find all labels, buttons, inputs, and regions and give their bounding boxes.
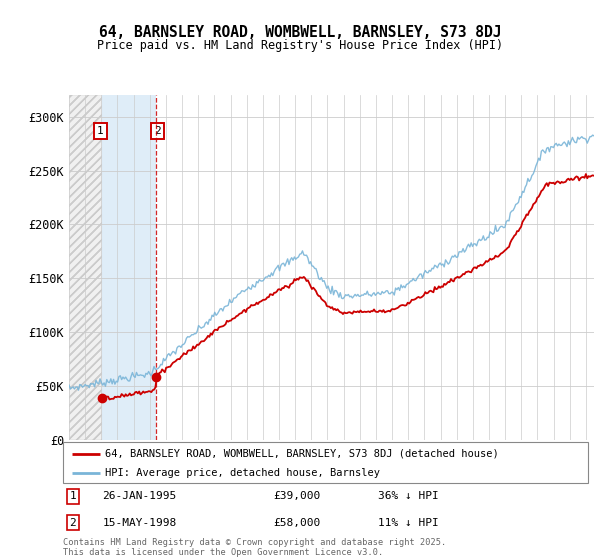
Text: 15-MAY-1998: 15-MAY-1998 [103,517,176,528]
Text: Price paid vs. HM Land Registry's House Price Index (HPI): Price paid vs. HM Land Registry's House … [97,39,503,52]
Text: £39,000: £39,000 [273,492,320,501]
Text: £58,000: £58,000 [273,517,320,528]
Text: 1: 1 [97,125,103,136]
Bar [69,95,103,440]
Text: HPI: Average price, detached house, Barnsley: HPI: Average price, detached house, Barn… [105,468,380,478]
Bar [103,95,156,440]
Text: 36% ↓ HPI: 36% ↓ HPI [378,492,439,501]
Text: Contains HM Land Registry data © Crown copyright and database right 2025.
This d: Contains HM Land Registry data © Crown c… [63,538,446,557]
Bar [69,95,103,440]
Text: 1: 1 [70,492,76,501]
Text: 64, BARNSLEY ROAD, WOMBWELL, BARNSLEY, S73 8DJ: 64, BARNSLEY ROAD, WOMBWELL, BARNSLEY, S… [99,25,501,40]
Text: 64, BARNSLEY ROAD, WOMBWELL, BARNSLEY, S73 8DJ (detached house): 64, BARNSLEY ROAD, WOMBWELL, BARNSLEY, S… [105,449,499,459]
Text: 26-JAN-1995: 26-JAN-1995 [103,492,176,501]
FancyBboxPatch shape [63,442,588,483]
Text: 11% ↓ HPI: 11% ↓ HPI [378,517,439,528]
Text: 2: 2 [154,125,160,136]
Text: 2: 2 [70,517,76,528]
